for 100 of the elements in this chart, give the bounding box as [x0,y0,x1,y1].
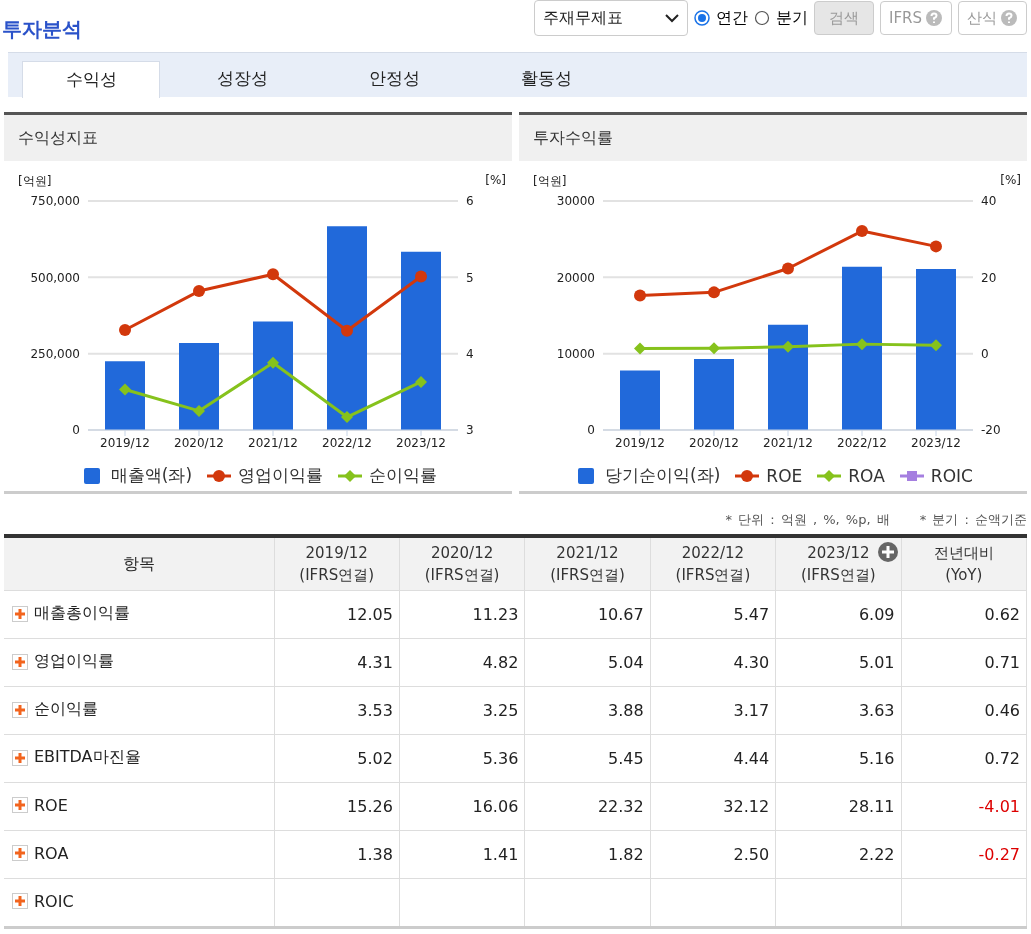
data-label: 1.41 [399,830,525,879]
text: 투자분석 [2,16,82,43]
y-tick-label: 30000 [556,194,595,209]
legend-label: ROA [847,464,885,487]
y-tick-label: 20000 [556,270,595,285]
point [856,338,868,351]
legend-label: ROIC [929,464,973,487]
y2-tick-label: 3 [466,423,474,438]
data-label: 4.82 [399,638,525,687]
legend-label: EBITDA마진율 [33,747,141,769]
y-tick-label: 500,000 [30,270,80,285]
text: 성장성 [215,67,269,90]
y2-tick-label: 5 [466,270,474,285]
data-label: 16.06 [399,782,525,831]
x-tick-label: 2021/12 [248,435,298,450]
data-label: 2.22 [775,830,902,879]
category-label: 2022/12 (IFRS연결) [674,543,752,586]
data-label: 0.71 [901,638,1027,687]
text: IFRS [880,1,952,35]
point [930,240,942,253]
category-label: 전년대비 (YoY) [932,543,995,586]
point [856,225,868,238]
bar [179,342,219,430]
bar [620,370,660,430]
point [341,324,353,337]
data-label: 3.53 [274,686,400,735]
point [341,411,353,424]
data-label: -4.01 [901,782,1027,831]
data-label: 28.11 [775,782,902,831]
x-tick-label: 2020/12 [689,435,739,450]
data-label: 6.09 [775,590,902,639]
category-label: 2021/12 (IFRS연결) [549,543,626,586]
data-label: 15.26 [274,782,400,831]
category-label: 2020/12 (IFRS연결) [423,543,501,586]
legend-label: 당기순이익(좌) [604,464,721,487]
data-label: 4.30 [650,638,776,687]
data-label: 5.04 [524,638,651,687]
data-label: 5.45 [524,734,651,783]
data-label: 11.23 [399,590,525,639]
data-label: 3.63 [775,686,902,735]
legend-label: 영업이익률 [237,464,324,487]
data-label: 5.36 [399,734,525,783]
bar [694,359,734,430]
y-tick-label: 0 [72,423,80,438]
data-label: 0.62 [901,590,1027,639]
data-label: 1.38 [274,830,400,879]
data-label: 5.47 [650,590,776,639]
y2-tick-label: 0 [981,346,989,361]
y2-axis-title: [%] [1000,173,1021,187]
legend-label: ROE [33,795,68,815]
bar [253,321,293,430]
chart-title: 투자수익률 [519,112,1027,161]
text: 항목 [4,536,274,591]
legend-label: ROIC [33,891,74,911]
y2-axis-title: [%] [485,173,506,187]
y-axis-title: [억원] [533,173,567,190]
legend-label: 매출액(좌) [109,464,193,487]
data-label: 4.31 [274,638,400,687]
category-label: 2023/12 (IFRS연결) [799,543,877,586]
x-tick-label: 2023/12 [396,435,446,450]
point [634,289,646,302]
data-label: 4.44 [650,734,776,783]
point [415,270,427,283]
point [193,404,205,417]
legend-label: ROA [33,843,69,863]
point [267,356,279,369]
bar [768,324,808,430]
data-label: 3.25 [399,686,525,735]
text: 안정성 [367,67,421,90]
legend-label: 순이익률 [368,464,438,487]
data-label: 3.17 [650,686,776,735]
y2-tick-label: 20 [981,270,997,285]
data-label: 5.01 [775,638,902,687]
data-label: 3.88 [524,686,651,735]
text: 검색 [814,1,874,35]
bar [105,361,145,430]
point [634,342,646,355]
point [782,262,794,275]
point [708,286,720,299]
y2-tick-label: 40 [981,194,997,209]
point [193,285,205,298]
data-label: 5.02 [274,734,400,783]
x-tick-label: 2023/12 [911,435,961,450]
legend-label: 매출총이익률 [33,603,130,625]
y-tick-label: 250,000 [30,346,80,361]
y-tick-label: 750,000 [30,194,80,209]
x-tick-label: 2019/12 [100,435,150,450]
chart-title: 수익성지표 [4,112,512,161]
bar [401,251,441,430]
x-tick-label: 2022/12 [322,435,372,450]
point [119,383,131,396]
y-tick-label: 10000 [556,346,595,361]
y2-tick-label: -20 [981,423,1001,438]
data-label: 2.50 [650,830,776,879]
point [415,375,427,388]
text: 주재무제표 [543,7,623,29]
data-label: 0.46 [901,686,1027,735]
data-label: 32.12 [650,782,776,831]
x-tick-label: 2021/12 [763,435,813,450]
data-label: 22.32 [524,782,651,831]
